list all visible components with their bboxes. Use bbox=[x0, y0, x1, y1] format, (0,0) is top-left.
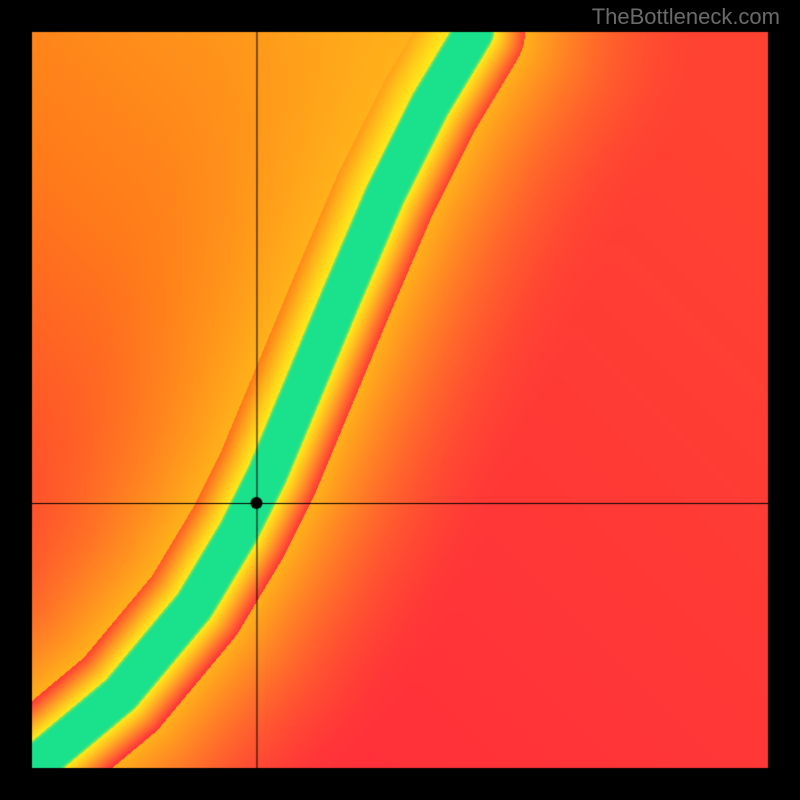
watermark-text: TheBottleneck.com bbox=[592, 4, 780, 30]
heatmap-canvas bbox=[0, 0, 800, 800]
chart-container: TheBottleneck.com bbox=[0, 0, 800, 800]
